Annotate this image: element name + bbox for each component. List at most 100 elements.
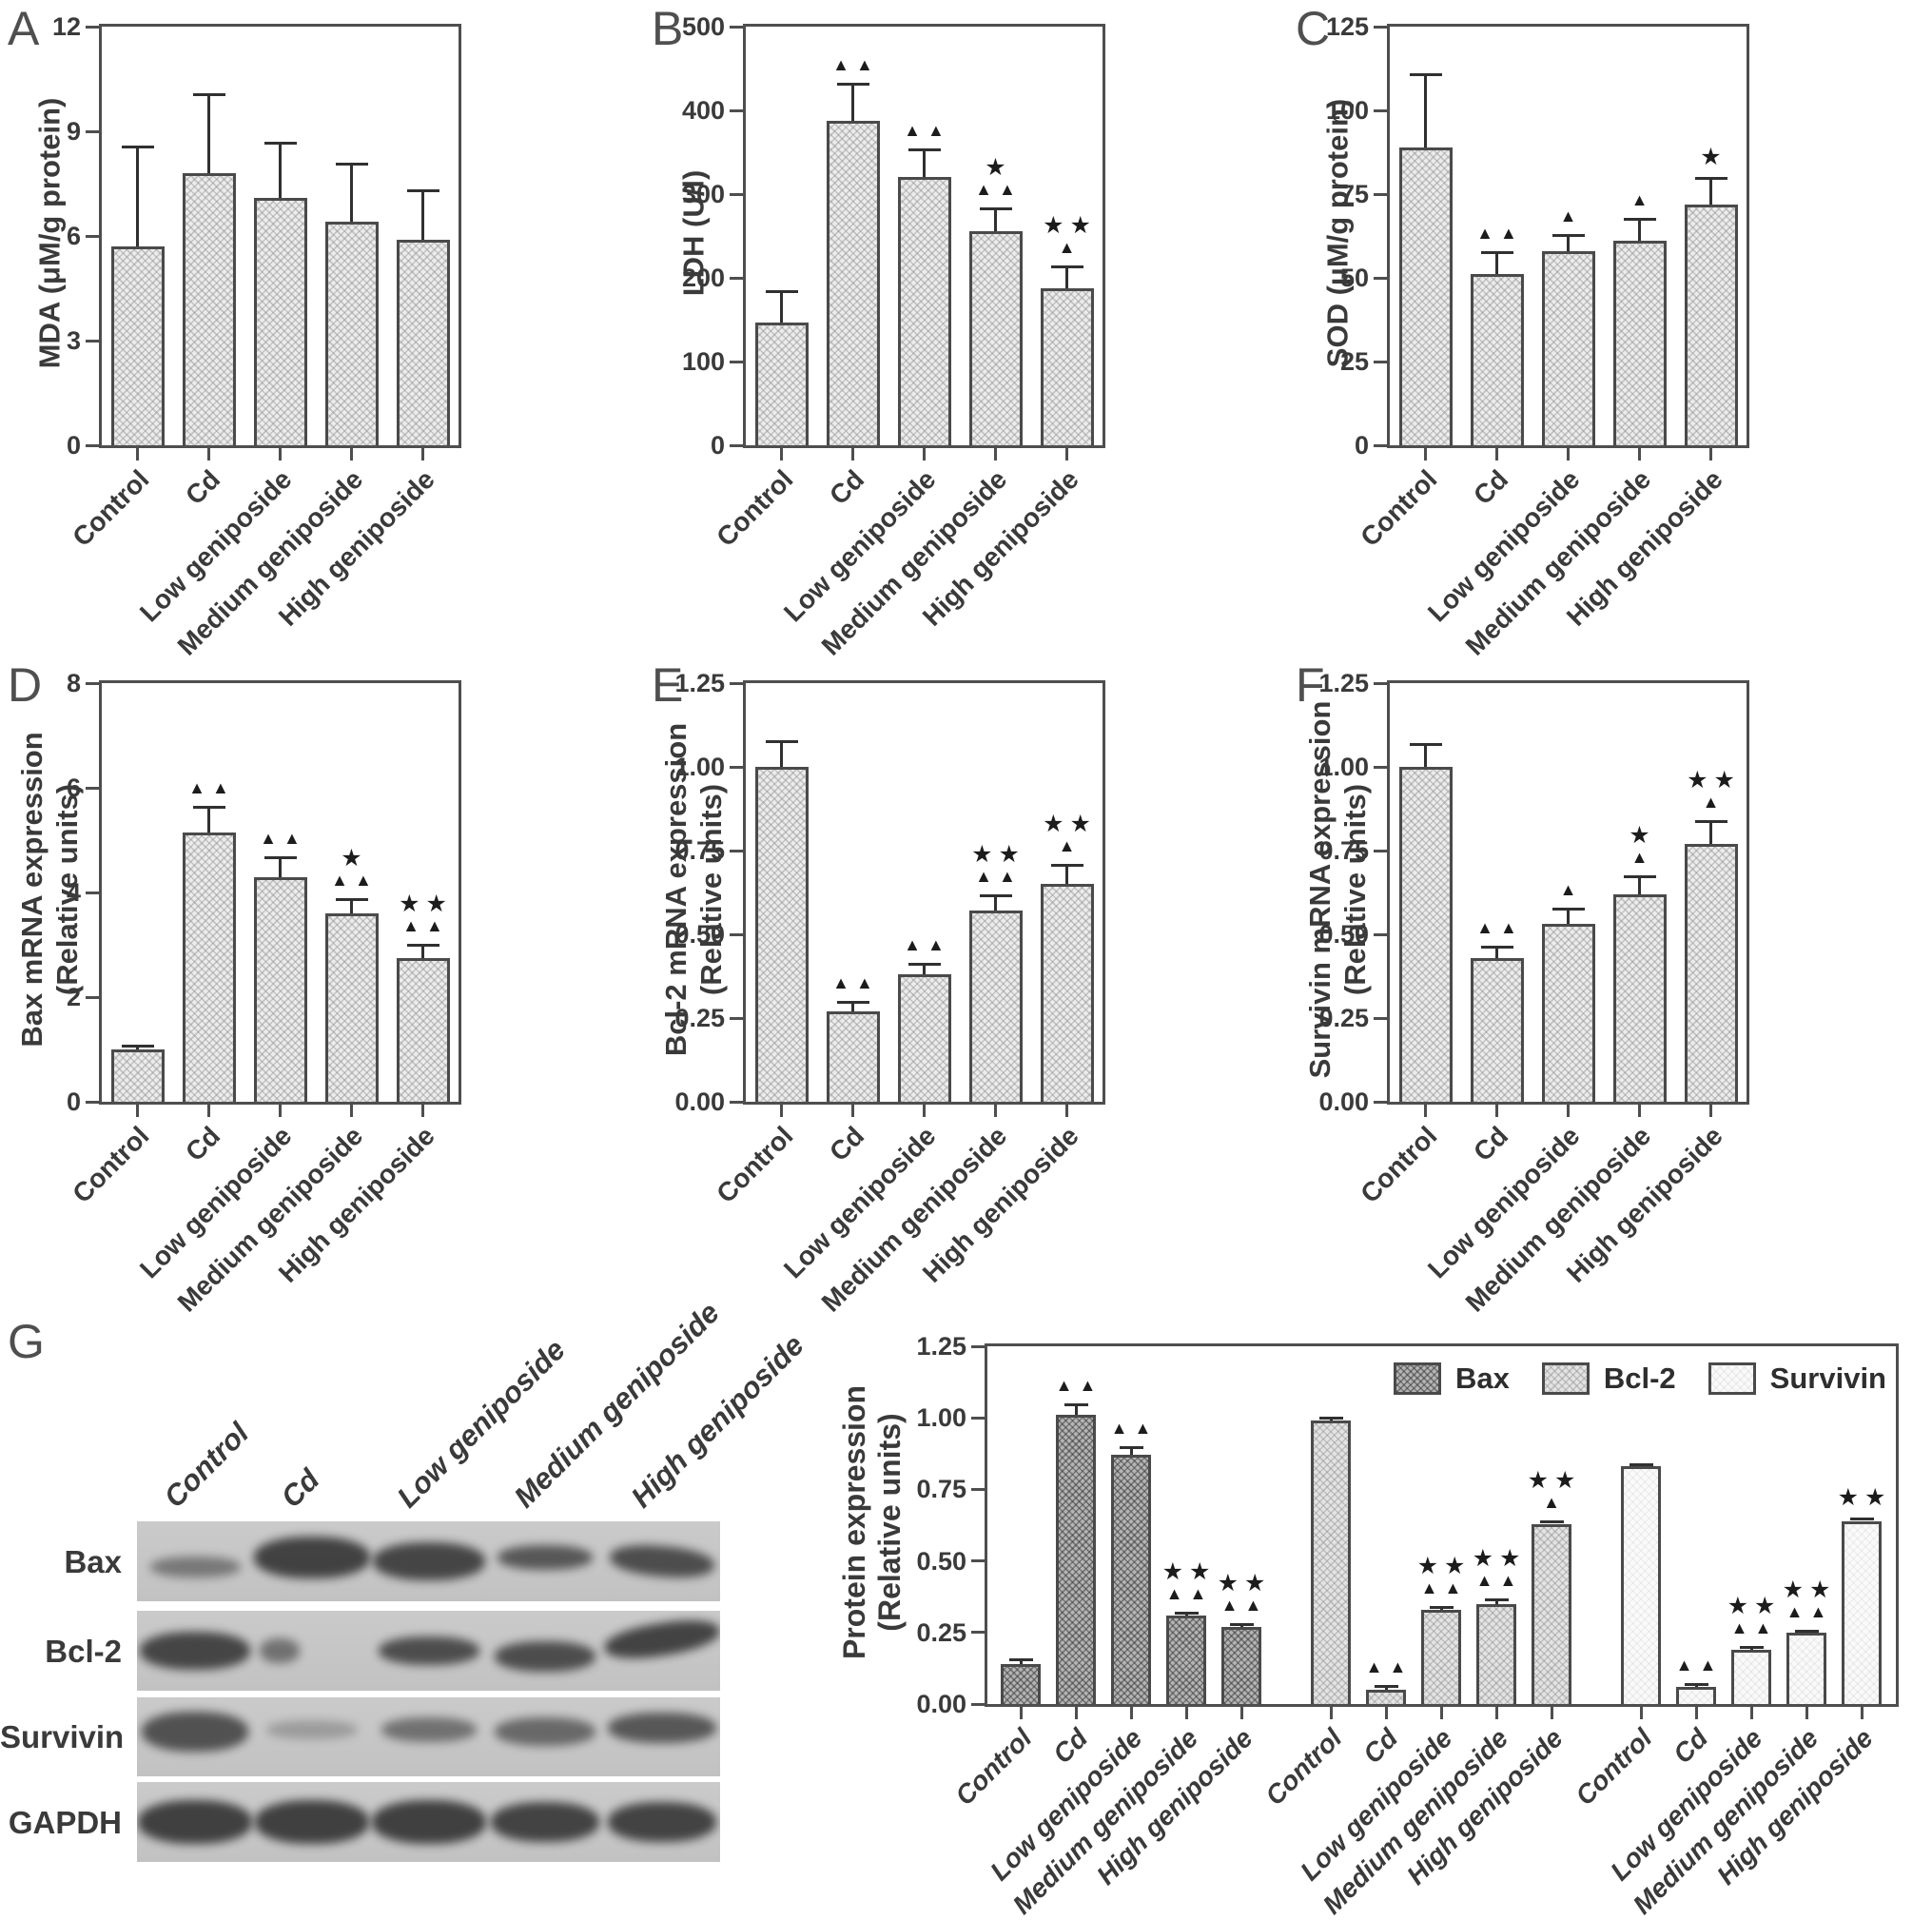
triangle-marks: ▲▲ xyxy=(1110,1419,1159,1439)
bar-cd xyxy=(182,832,236,1102)
blot-band xyxy=(491,1802,600,1842)
y-tick xyxy=(86,339,99,343)
y-tick xyxy=(1374,276,1387,280)
blot-target-label-gapdh: GAPDH xyxy=(8,1805,122,1840)
y-tick-label: 200 xyxy=(681,264,725,292)
y-tick-label: 6 xyxy=(66,222,81,250)
significance-marks: ★★ ▲▲ xyxy=(1161,1572,1322,1616)
blot-lane-label: Control xyxy=(157,1416,256,1515)
x-category-label: Control xyxy=(67,1121,155,1209)
significance-marks: ★ ▲▲ xyxy=(271,846,433,891)
bar-high-geniposide xyxy=(1532,1523,1571,1704)
x-category-label: Control xyxy=(1570,1723,1658,1812)
star-marks: ★★ xyxy=(1217,1570,1272,1597)
y-tick xyxy=(730,25,743,29)
error-bar-cap xyxy=(1409,743,1442,747)
y-tick xyxy=(971,1559,985,1563)
error-bar-cap xyxy=(836,1001,869,1005)
y-tick-label: 12 xyxy=(51,12,81,41)
error-bar xyxy=(350,897,353,913)
significance-marks: ★★ ▲ xyxy=(1630,769,1792,813)
panel-survivin-mrna: F Survivin mRNA expression (Relative uni… xyxy=(1288,656,1932,1318)
triangle-marks: ▲▲ xyxy=(904,120,951,140)
panel-letter-b: B xyxy=(652,2,684,55)
blot-band xyxy=(498,1544,594,1570)
error-bar xyxy=(421,943,424,958)
x-tick xyxy=(207,448,210,460)
legend-label-bax: Bax xyxy=(1454,1362,1510,1395)
panel-letter-d: D xyxy=(8,658,43,712)
y-tick-label: 50 xyxy=(1339,264,1369,292)
significance-marks: ▲▲ xyxy=(200,829,361,849)
y-tick-label: 0.50 xyxy=(1318,920,1369,949)
x-category-label: Cd xyxy=(1468,1121,1514,1167)
y-tick-label: 0.25 xyxy=(674,1004,725,1032)
error-bar xyxy=(1567,907,1570,925)
x-category-label: Control xyxy=(1259,1723,1348,1812)
bar-medium-geniposide xyxy=(1166,1615,1206,1704)
bar-high-geniposide xyxy=(1842,1520,1882,1704)
y-tick xyxy=(730,849,743,852)
error-bar-cap xyxy=(263,142,297,145)
error-bar-cap xyxy=(1480,946,1513,950)
triangle-marks: ▲▲ xyxy=(1165,1584,1214,1604)
y-tick-label: 1.00 xyxy=(916,1403,966,1433)
legend-swatch-bcl2-icon xyxy=(1541,1362,1590,1395)
triangle-marks: ▲▲ xyxy=(1055,1376,1103,1396)
x-tick xyxy=(1550,1707,1553,1719)
error-bar-cap xyxy=(1623,217,1656,221)
error-bar-cap xyxy=(979,207,1012,211)
x-tick xyxy=(1424,1105,1427,1117)
blot-band xyxy=(371,1800,486,1844)
significance-marks: ▲▲ xyxy=(772,973,934,993)
y-tick xyxy=(86,25,99,29)
x-tick xyxy=(1639,1707,1643,1719)
bar-medium-geniposide xyxy=(968,911,1023,1102)
x-tick xyxy=(279,1105,282,1117)
panel-bax-mrna: D Bax mRNA expression (Relative units) 0… xyxy=(0,656,644,1318)
bar-low-geniposide xyxy=(1731,1649,1771,1704)
error-bar-cap xyxy=(192,92,225,96)
star-marks: ★★ xyxy=(399,890,453,917)
triangle-marks: ▲ xyxy=(1630,848,1655,868)
y-tick-label: 0 xyxy=(66,431,81,460)
x-tick xyxy=(1805,1707,1808,1719)
y-tick xyxy=(1374,25,1387,29)
triangle-marks: ▲▲ xyxy=(402,915,450,935)
error-bar-cap xyxy=(1539,1519,1564,1523)
star-marks: ★★ xyxy=(1043,811,1097,838)
x-category-label: Cd xyxy=(824,464,870,511)
significance-marks: ★★ ▲▲ xyxy=(1670,1595,1832,1638)
significance-marks: ▲▲ xyxy=(1305,1657,1467,1677)
error-bar xyxy=(1494,1597,1498,1604)
error-bar-cap xyxy=(1629,1463,1653,1467)
y-tick-label: 0 xyxy=(1354,431,1369,460)
blot-band xyxy=(607,1713,716,1744)
triangle-marks: ▲▲ xyxy=(1476,223,1524,243)
plot-area-protein: Bax Bcl-2 Survivin 0.00 0.25 0.50 0.75 1.00 1… xyxy=(916,1332,1899,1920)
error-bar-cap xyxy=(1480,250,1513,254)
x-tick xyxy=(1638,1105,1641,1117)
plot-area-survivin-mrna: 0.00 0.25 0.50 0.75 1.00 1.25 Control ▲▲ Cd ▲ Low … xyxy=(1318,669,1749,1318)
significance-marks: ★★ ▲ xyxy=(986,213,1148,258)
error-bar-cap xyxy=(1694,177,1727,181)
y-tick xyxy=(730,360,743,363)
error-bar xyxy=(780,739,783,767)
error-bar-cap xyxy=(1174,1612,1199,1616)
y-tick-label: 0.00 xyxy=(916,1690,966,1718)
significance-marks: ★★ xyxy=(1781,1486,1932,1510)
bar-medium-geniposide xyxy=(1612,893,1667,1102)
significance-marks: ▲▲ xyxy=(772,55,934,75)
x-tick xyxy=(1384,1707,1388,1719)
bar-high-geniposide xyxy=(396,239,450,445)
error-bar xyxy=(1074,1403,1078,1416)
significance-marks: ★★ ▲▲ xyxy=(1360,1555,1522,1598)
y-tick xyxy=(730,765,743,769)
panel-letter-a: A xyxy=(8,2,40,55)
y-tick xyxy=(1374,1016,1387,1020)
error-bar xyxy=(421,188,424,240)
triangle-marks: ▲ xyxy=(1559,879,1584,899)
blot-band xyxy=(254,1800,369,1844)
y-tick xyxy=(1374,849,1387,852)
y-tick xyxy=(1374,681,1387,685)
